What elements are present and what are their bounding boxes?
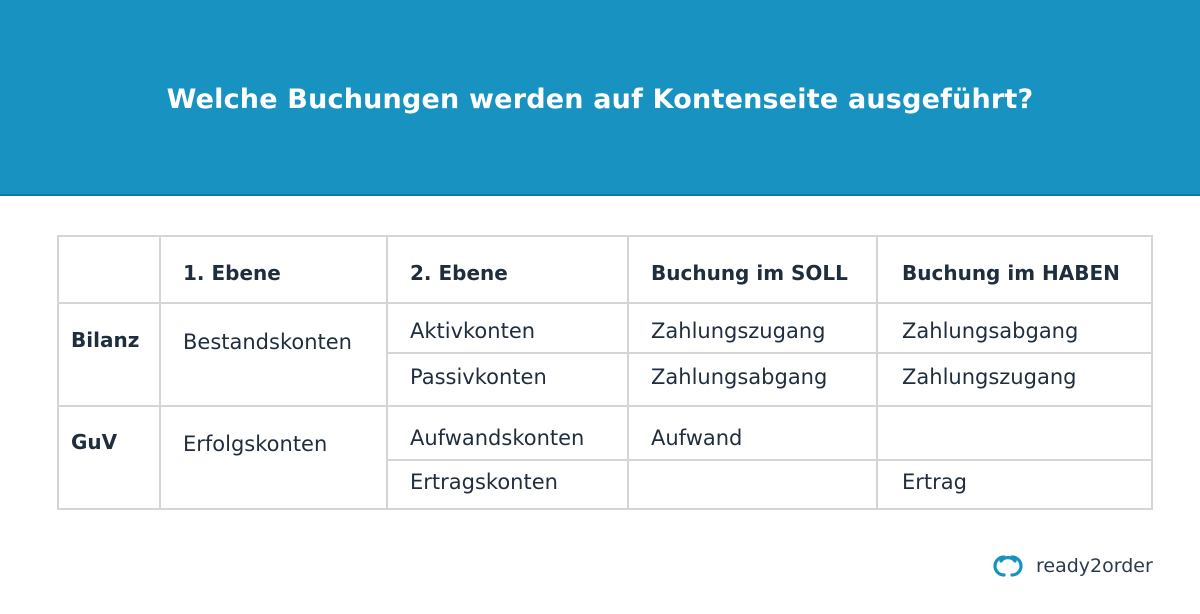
- level2-cell: Ertragskonten: [410, 470, 558, 494]
- brand-name: ready2order: [1036, 555, 1153, 577]
- header-banner: Welche Buchungen werden auf Kontenseite …: [0, 0, 1200, 196]
- header-haben: Buchung im HABEN: [902, 261, 1120, 285]
- level2-cell: Aktivkonten: [410, 319, 536, 343]
- soll-cell: Aufwand: [651, 426, 743, 450]
- header-level2: 2. Ebene: [410, 261, 508, 285]
- haben-cell: Ertrag: [902, 470, 967, 494]
- row-divider: [59, 302, 1151, 304]
- level2-cell: Aufwandskonten: [410, 426, 585, 450]
- level1-cell: Bestandskonten: [183, 330, 352, 354]
- column-divider: [159, 237, 161, 508]
- row-divider: [388, 352, 1151, 354]
- linked-rings-logo-icon: [993, 555, 1023, 577]
- booking-table: 1. Ebene 2. Ebene Buchung im SOLL Buchun…: [57, 235, 1153, 510]
- column-divider: [876, 237, 878, 508]
- row-divider: [59, 405, 1151, 407]
- column-divider: [386, 237, 388, 508]
- header-level1: 1. Ebene: [183, 261, 281, 285]
- group-label-bilanz: Bilanz: [71, 328, 140, 352]
- level1-cell: Erfolgskonten: [183, 432, 328, 456]
- column-divider: [627, 237, 629, 508]
- brand-logo: ready2order: [988, 550, 1153, 582]
- haben-cell: Zahlungsabgang: [902, 319, 1079, 343]
- soll-cell: Zahlungszugang: [651, 319, 826, 343]
- row-divider: [388, 459, 1151, 461]
- group-label-guv: GuV: [71, 430, 118, 454]
- page-title: Welche Buchungen werden auf Kontenseite …: [166, 83, 1034, 115]
- haben-cell: Zahlungszugang: [902, 365, 1077, 389]
- level2-cell: Passivkonten: [410, 365, 547, 389]
- soll-cell: Zahlungsabgang: [651, 365, 828, 389]
- header-soll: Buchung im SOLL: [651, 261, 848, 285]
